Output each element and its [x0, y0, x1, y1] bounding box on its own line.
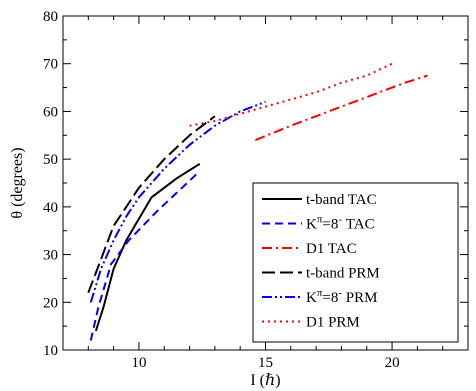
legend-text-part: t-band PRM [306, 266, 380, 282]
x-tick-label: 15 [258, 355, 273, 371]
legend-text-part: =8 [322, 217, 338, 233]
legend-text-part: π [317, 214, 323, 226]
legend-text-part: TAC [342, 217, 375, 233]
legend-label-5: Kπ=8- PRM [306, 287, 377, 306]
series-line-5 [89, 100, 266, 303]
legend-box [252, 182, 459, 343]
legend-text-part: =8 [322, 290, 338, 306]
plot-frame [62, 15, 469, 351]
y-tick-label: 40 [43, 200, 58, 216]
y-tick-label: 80 [43, 9, 58, 25]
y-tick-label: 60 [43, 104, 58, 120]
legend-text-part: t-band TAC [306, 192, 377, 208]
legend-text-part: - [338, 214, 342, 226]
legend-label-1: t-band TAC [306, 192, 377, 208]
y-tick-label: 70 [43, 57, 58, 73]
y-tick-label: 20 [43, 295, 58, 311]
y-tick-label: 50 [43, 152, 58, 168]
series-line-1 [94, 163, 201, 332]
x-tick-label: 10 [131, 355, 146, 371]
series-line-6 [189, 62, 393, 127]
legend-label-6: D1 PRM [306, 315, 360, 331]
legend-text-part: - [338, 287, 342, 299]
legend-label-3: D1 TAC [306, 241, 357, 257]
legend-label-2: Kπ=8- TAC [306, 214, 375, 233]
series-line-3 [255, 74, 428, 142]
x-tick-label: 20 [385, 355, 400, 371]
legend-text-part: π [317, 287, 323, 299]
legend-text-part: K [306, 217, 317, 233]
x-axis-label: I (ℏ) [250, 372, 280, 389]
legend-text-part: D1 TAC [306, 241, 357, 257]
legend-text-part: PRM [342, 290, 377, 306]
series-line-4 [87, 115, 216, 294]
y-axis-label: θ (degrees) [9, 147, 26, 218]
series-line-2 [89, 172, 198, 341]
y-tick-label: 30 [43, 248, 58, 264]
series-lines [87, 62, 428, 341]
legend-text-part: K [306, 290, 317, 306]
legend-text-part: D1 PRM [306, 315, 360, 331]
legend-label-4: t-band PRM [306, 266, 380, 282]
y-tick-label: 10 [43, 343, 58, 359]
